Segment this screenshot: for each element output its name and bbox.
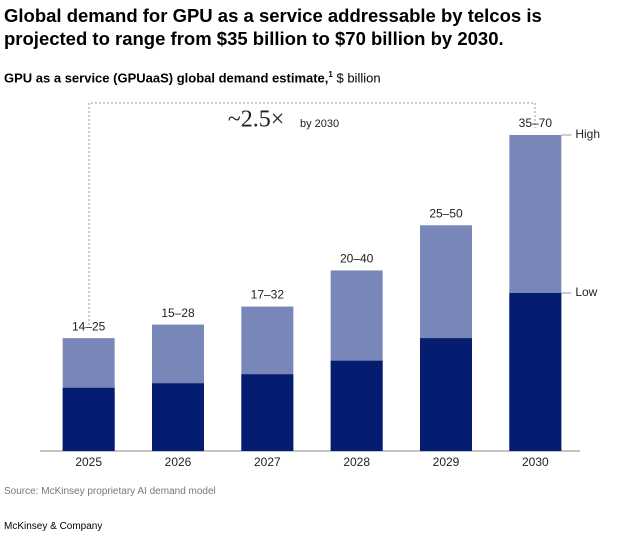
unit: $ billion [336,70,381,86]
bar-low [420,338,472,451]
x-tick-label: 2027 [254,455,281,469]
x-tick-label: 2028 [343,455,370,469]
x-tick-label: 2025 [75,455,102,469]
range-label: 15–28 [161,306,195,320]
x-tick-label: 2030 [522,455,549,469]
bar-low [62,387,115,451]
source: Source: McKinsey proprietary AI demand m… [4,486,216,497]
title: Global demand for GPU as a service addre… [4,5,542,49]
bar-low [330,360,383,451]
bar-low [152,383,204,451]
annotation-note: by 2030 [300,118,339,130]
footnote-mark: 1 [328,70,333,79]
range-label: 17–32 [251,288,285,302]
range-label: 20–40 [340,252,374,266]
footer: McKinsey & Company [4,521,103,532]
bar-low [509,293,562,451]
legend-label: High [575,127,600,141]
x-tick-label: 2029 [433,455,460,469]
range-label: 35–70 [519,116,553,130]
annotation: ~2.5× [228,107,285,133]
x-tick-label: 2026 [165,455,192,469]
subtitle: GPU as a service (GPUaaS) global demand … [4,70,329,86]
bracket [88,102,536,325]
legend-label: Low [575,285,597,299]
range-label: 25–50 [429,206,463,220]
bar-low [241,374,294,451]
range-label: 14–25 [72,319,106,333]
subtitle-row: GPU as a service (GPUaaS) global demand … [4,70,381,85]
